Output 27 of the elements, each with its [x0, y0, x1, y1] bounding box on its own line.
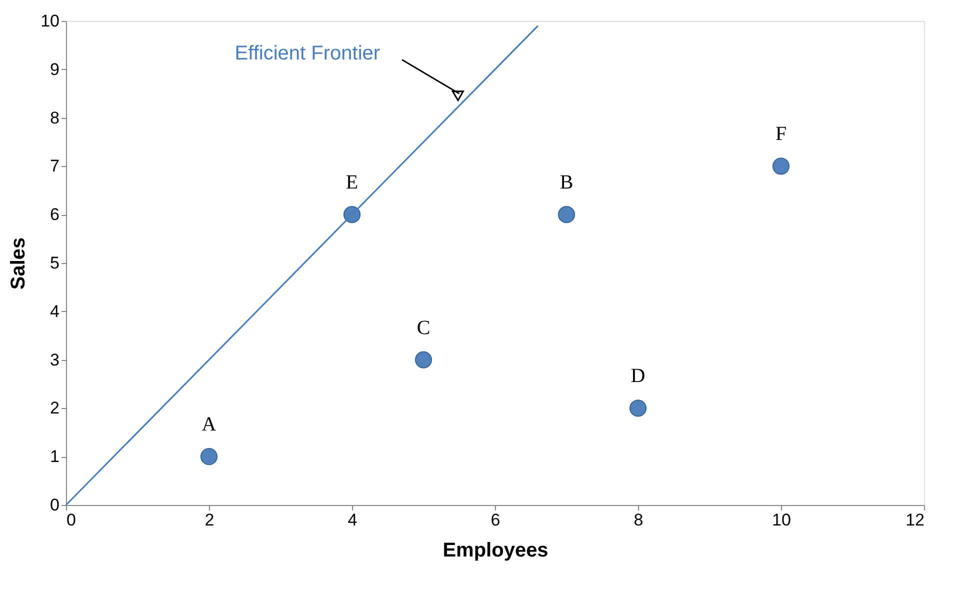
y-tick-label: 10	[40, 12, 60, 30]
annotation: C	[416, 316, 430, 339]
y-tick-label: 2	[50, 398, 60, 418]
x-tick-label: 0	[66, 510, 76, 530]
y-tick-label: 3	[50, 350, 60, 370]
y-tick-label: 4	[50, 302, 60, 321]
x-tick-label: 12	[906, 510, 924, 530]
x-tick-label: 6	[490, 510, 500, 530]
y-axis-title: Sales	[8, 237, 30, 290]
y-tick-label: 6	[50, 205, 60, 224]
y-tick-label: 8	[50, 108, 60, 128]
y-tick-label: 0	[50, 496, 60, 514]
y-tick-label: 7	[50, 156, 60, 176]
x-tick-label: 10	[772, 510, 791, 530]
x-tick-label: 2	[204, 510, 214, 530]
x-axis-title: Employees	[442, 540, 548, 562]
x-tick-label: 4	[348, 510, 358, 530]
y-tick-label: 1	[50, 447, 60, 466]
annotation: E	[346, 172, 358, 194]
annotation: A	[202, 414, 217, 436]
annotation: D	[630, 365, 646, 388]
x-tick-label: 8	[634, 510, 644, 530]
annotation: F	[775, 123, 787, 146]
y-tick-label: 5	[50, 254, 60, 272]
annotation: Efficient Frontier	[234, 42, 380, 65]
y-tick-label: 9	[50, 60, 60, 79]
annotation: B	[560, 172, 574, 194]
